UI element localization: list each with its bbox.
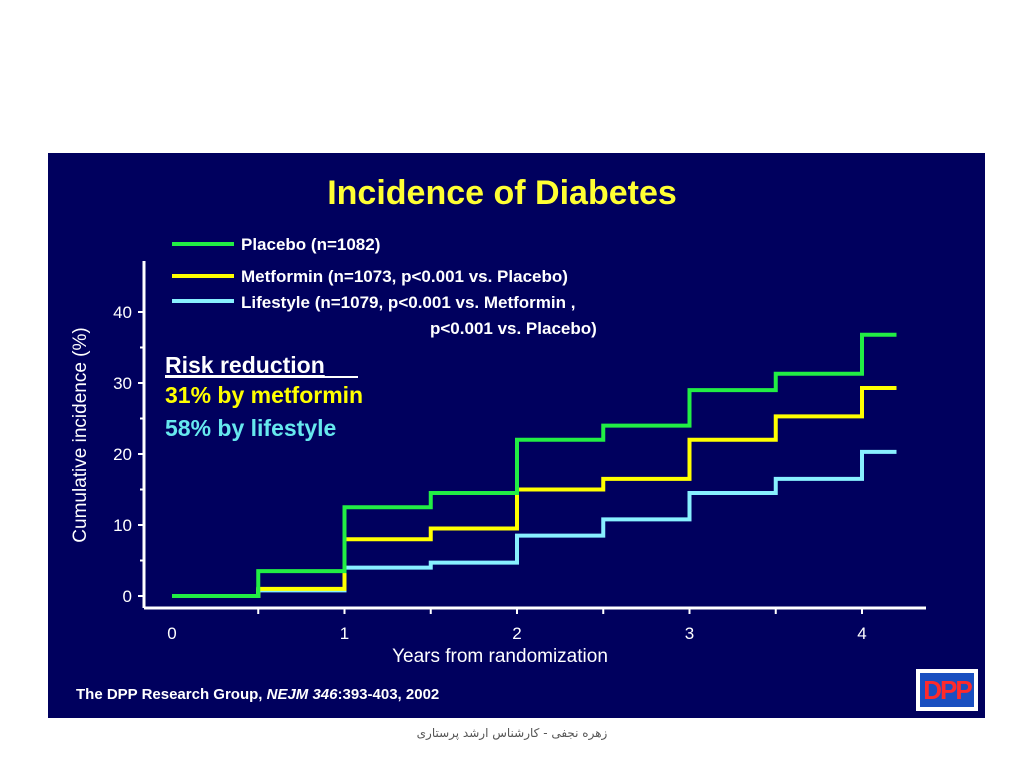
legend-label-lifestyle: Lifestyle (n=1079, p<0.001 vs. Metformin… xyxy=(241,293,575,312)
citation-suffix: :393-403, 2002 xyxy=(338,686,440,703)
y-axis-label: Cumulative incidence (%) xyxy=(70,327,91,542)
y-tick-label: 30 xyxy=(113,374,132,393)
risk-reduction-heading: Risk reduction xyxy=(165,352,325,378)
series-line-placebo xyxy=(172,332,897,598)
slide: Incidence of Diabetes 0 10 20 30 40 0 1 2 3 4 Cu… xyxy=(48,153,985,718)
y-tick-label: 40 xyxy=(113,303,132,322)
legend-label-lifestyle-cont: p<0.001 vs. Placebo) xyxy=(430,319,597,338)
x-tick-label: 3 xyxy=(685,624,694,643)
citation-prefix: The DPP Research Group, xyxy=(76,686,267,703)
legend-label-placebo: Placebo (n=1082) xyxy=(241,235,380,254)
citation: The DPP Research Group, NEJM 346:393-403… xyxy=(76,686,439,703)
x-tick-label: 4 xyxy=(857,624,866,643)
citation-journal: NEJM 346 xyxy=(267,686,339,703)
y-tick-label: 10 xyxy=(113,516,132,535)
y-tick-label: 20 xyxy=(113,445,132,464)
y-tick-label: 0 xyxy=(123,587,132,606)
x-tick-label: 0 xyxy=(167,624,176,643)
series-line-lifestyle xyxy=(172,449,897,598)
legend-label-metformin: Metformin (n=1073, p<0.001 vs. Placebo) xyxy=(241,267,568,286)
dpp-logo: DPP xyxy=(916,669,978,711)
legend: Placebo (n=1082) Metformin (n=1073, p<0.… xyxy=(172,235,597,338)
dpp-logo-text: DPP xyxy=(923,675,972,705)
risk-reduction-metformin: 31% by metformin xyxy=(165,382,363,408)
risk-reduction-lifestyle: 58% by lifestyle xyxy=(165,415,336,441)
x-tick-label: 1 xyxy=(340,624,349,643)
x-axis-label: Years from randomization xyxy=(392,646,608,667)
chart: Incidence of Diabetes 0 10 20 30 40 0 1 2 3 4 Cu… xyxy=(70,174,978,711)
chart-title: Incidence of Diabetes xyxy=(327,174,677,212)
series-line-metformin xyxy=(172,385,897,598)
x-tick-label: 2 xyxy=(512,624,521,643)
footer-credit: زهره نجفی - کارشناس ارشد پرستاری xyxy=(416,726,608,740)
risk-reduction-annotation: Risk reduction 31% by metformin 58% by l… xyxy=(165,352,363,441)
